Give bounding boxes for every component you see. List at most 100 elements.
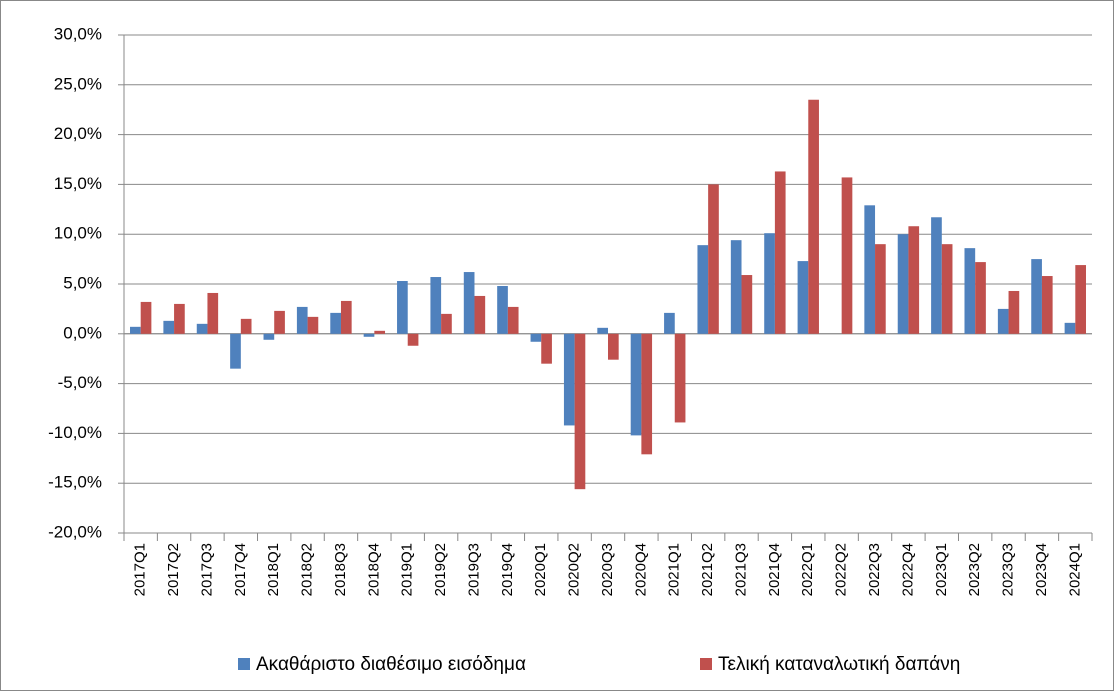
bar xyxy=(240,318,252,334)
bar xyxy=(897,234,909,334)
x-tick-label: 2022Q4 xyxy=(899,543,916,596)
bar xyxy=(497,285,508,334)
x-tick-label: 2021Q2 xyxy=(699,543,716,596)
bar xyxy=(664,312,675,334)
x-tick-label: 2022Q2 xyxy=(833,543,850,596)
bar xyxy=(374,330,386,334)
x-tick-label: 2023Q4 xyxy=(1033,543,1050,596)
x-tick-label: 2017Q2 xyxy=(165,543,182,596)
x-tick-label: 2019Q1 xyxy=(399,543,416,596)
y-tick-label: -5,0% xyxy=(58,373,102,392)
x-tick-label: 2022Q3 xyxy=(866,543,883,596)
y-tick-label: -10,0% xyxy=(48,423,102,442)
bar xyxy=(697,245,709,334)
x-tick-label: 2017Q1 xyxy=(132,543,149,596)
bar xyxy=(997,308,1009,334)
bar xyxy=(764,233,775,334)
bar xyxy=(230,333,241,369)
x-tick-label: 2020Q2 xyxy=(566,543,583,596)
bar xyxy=(363,333,375,337)
x-tick-label: 2020Q4 xyxy=(632,543,649,596)
bar xyxy=(563,333,575,426)
bar xyxy=(441,313,452,334)
bar xyxy=(163,320,175,334)
x-tick-label: 2018Q4 xyxy=(365,543,382,596)
bar xyxy=(608,333,619,360)
bar xyxy=(931,217,942,334)
bar xyxy=(474,295,486,334)
x-tick-label: 2023Q2 xyxy=(966,543,983,596)
bar xyxy=(908,226,920,334)
bar xyxy=(1064,322,1076,334)
bar xyxy=(708,184,719,334)
bar xyxy=(507,306,519,334)
bar xyxy=(641,333,653,455)
bar xyxy=(274,310,285,334)
bar xyxy=(1008,290,1020,334)
bar xyxy=(797,261,809,334)
x-tick-label: 2018Q3 xyxy=(332,543,349,596)
x-tick-label: 2021Q3 xyxy=(732,543,749,596)
x-tick-label: 2023Q1 xyxy=(933,543,950,596)
x-tick-label: 2022Q1 xyxy=(799,543,816,596)
x-tick-label: 2017Q3 xyxy=(198,543,215,596)
x-tick-label: 2020Q3 xyxy=(599,543,616,596)
y-tick-label: 20,0% xyxy=(54,124,102,143)
x-tick-label: 2017Q4 xyxy=(232,543,249,596)
legend-swatch xyxy=(238,658,250,670)
legend-label: Τελική καταναλωτική δαπάνη xyxy=(718,654,960,675)
x-tick-label: 2019Q2 xyxy=(432,543,449,596)
y-tick-label: 10,0% xyxy=(54,224,102,243)
bar xyxy=(463,272,475,334)
x-tick-label: 2018Q1 xyxy=(265,543,282,596)
bar xyxy=(430,277,442,334)
y-tick-label: 25,0% xyxy=(54,74,102,93)
bar xyxy=(875,244,886,334)
bar xyxy=(975,262,986,334)
bar xyxy=(1031,259,1042,334)
bar xyxy=(296,306,308,334)
bar xyxy=(774,171,786,334)
x-tick-label: 2019Q4 xyxy=(499,543,516,596)
bar xyxy=(541,333,552,364)
bar xyxy=(307,316,319,334)
bar xyxy=(530,333,542,342)
bar xyxy=(630,333,642,436)
x-tick-label: 2018Q2 xyxy=(299,543,316,596)
bar xyxy=(864,205,876,334)
x-tick-label: 2020Q1 xyxy=(532,543,549,596)
bar xyxy=(964,248,976,334)
y-tick-label: -15,0% xyxy=(48,473,102,492)
x-tick-label: 2023Q3 xyxy=(1000,543,1017,596)
legend-label: Ακαθάριστο διαθέσιμο εισόδημα xyxy=(256,654,526,675)
y-tick-label: 15,0% xyxy=(54,174,102,193)
bar xyxy=(1041,276,1053,334)
bar xyxy=(941,244,953,334)
x-tick-label: 2024Q1 xyxy=(1066,543,1083,596)
x-tick-label: 2021Q4 xyxy=(766,543,783,596)
bar xyxy=(1075,265,1086,334)
bar xyxy=(741,275,753,334)
bar xyxy=(207,292,219,334)
bar xyxy=(263,333,275,340)
bar xyxy=(730,240,742,334)
legend-swatch xyxy=(700,658,712,670)
bar xyxy=(330,312,341,334)
x-tick-label: 2019Q3 xyxy=(465,543,482,596)
bar xyxy=(841,177,853,334)
y-tick-label: 5,0% xyxy=(63,273,102,292)
bar xyxy=(130,326,141,334)
bar xyxy=(674,333,686,423)
bar xyxy=(397,281,408,334)
bar xyxy=(140,301,152,334)
bar xyxy=(196,323,208,334)
bar xyxy=(574,333,586,490)
y-tick-label: 0,0% xyxy=(63,323,102,342)
x-tick-label: 2021Q1 xyxy=(666,543,683,596)
bar xyxy=(340,300,352,334)
y-tick-label: -20,0% xyxy=(48,522,102,541)
bar xyxy=(597,327,608,334)
